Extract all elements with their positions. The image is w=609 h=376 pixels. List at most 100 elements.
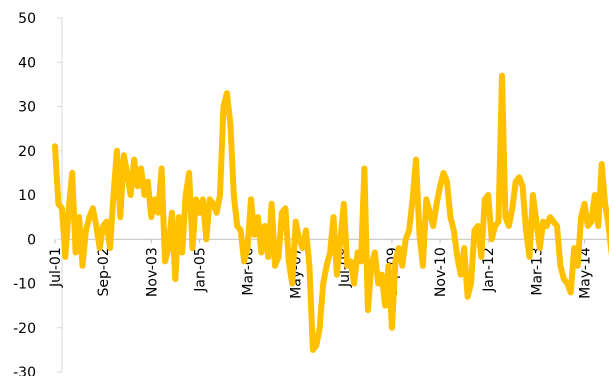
data-point <box>173 277 177 281</box>
y-tick-label: 50 <box>18 11 36 27</box>
data-point <box>579 215 583 219</box>
data-point <box>280 211 284 215</box>
data-point <box>517 175 521 179</box>
data-point <box>545 224 549 228</box>
data-point <box>421 264 425 268</box>
data-point <box>67 206 71 210</box>
x-tick-label: Mar-13 <box>529 247 545 295</box>
data-point <box>228 122 232 126</box>
data-point <box>246 246 249 250</box>
data-point <box>167 246 170 250</box>
data-point <box>521 184 525 188</box>
data-point <box>576 264 580 268</box>
data-point <box>211 202 215 206</box>
data-point <box>393 259 397 263</box>
data-point <box>352 282 356 285</box>
data-point <box>359 259 363 263</box>
data-point <box>562 277 566 281</box>
data-point <box>473 228 476 232</box>
data-point <box>414 158 418 162</box>
data-point <box>438 184 442 188</box>
data-point <box>222 105 225 108</box>
y-tick-label: 20 <box>18 144 36 160</box>
data-point <box>452 228 456 232</box>
data-point <box>270 202 274 206</box>
data-point <box>469 282 473 285</box>
data-point <box>538 246 542 250</box>
data-point <box>565 282 569 285</box>
data-point <box>115 149 119 153</box>
data-point <box>249 197 253 201</box>
data-point <box>397 246 401 250</box>
data-point <box>287 259 291 263</box>
data-point <box>466 295 470 299</box>
y-tick-label: 10 <box>18 188 36 204</box>
data-point <box>424 197 428 201</box>
data-point <box>552 220 555 224</box>
y-tick-label: 30 <box>18 100 36 116</box>
data-point <box>503 215 507 219</box>
data-point <box>194 197 198 201</box>
y-tick-label: -10 <box>13 277 36 293</box>
data-point <box>132 158 136 162</box>
data-point <box>87 215 91 219</box>
data-point <box>500 74 504 77</box>
data-point <box>603 202 607 206</box>
data-point <box>307 264 311 268</box>
data-point <box>514 180 518 184</box>
data-point <box>548 215 552 219</box>
data-point <box>101 224 105 228</box>
data-point <box>170 211 174 215</box>
data-point <box>490 237 494 241</box>
data-point <box>98 246 102 250</box>
data-point <box>342 202 346 206</box>
data-point <box>84 228 88 232</box>
data-point <box>400 264 404 268</box>
data-point <box>555 224 559 228</box>
data-point <box>476 224 480 228</box>
data-point <box>583 202 586 206</box>
data-point <box>411 197 415 201</box>
data-point <box>541 220 545 224</box>
data-point <box>139 167 143 170</box>
data-point <box>572 246 576 250</box>
data-point <box>558 264 562 268</box>
data-point <box>94 224 98 228</box>
data-point <box>184 193 188 197</box>
data-point <box>105 220 109 224</box>
data-point <box>112 193 115 197</box>
data-point <box>290 282 294 285</box>
data-point <box>56 202 60 206</box>
data-point <box>335 273 339 277</box>
data-point <box>294 220 298 224</box>
data-point <box>528 255 531 259</box>
data-point <box>232 193 236 197</box>
data-point <box>297 237 301 241</box>
data-point <box>225 91 229 95</box>
data-point <box>277 255 280 259</box>
data-point <box>304 228 308 232</box>
data-point <box>325 264 329 268</box>
data-point <box>362 167 366 170</box>
data-point <box>404 237 408 241</box>
data-point <box>593 193 597 197</box>
data-point <box>589 220 593 224</box>
data-point <box>349 259 353 263</box>
x-tick-label: May-14 <box>577 247 593 299</box>
data-point <box>283 206 287 210</box>
data-point <box>108 246 112 250</box>
data-point <box>153 197 157 201</box>
data-point <box>136 184 139 188</box>
data-point <box>177 215 181 219</box>
data-point <box>180 251 184 254</box>
data-point <box>91 206 95 210</box>
data-point <box>596 224 600 228</box>
data-point <box>259 251 263 254</box>
data-point <box>242 259 246 263</box>
x-tick-label: Nov-10 <box>433 247 449 297</box>
data-point <box>321 282 325 285</box>
x-tick-label: Jul-01 <box>48 247 64 288</box>
data-point <box>507 224 511 228</box>
data-point <box>122 153 126 157</box>
y-tick-label: -20 <box>13 321 36 337</box>
